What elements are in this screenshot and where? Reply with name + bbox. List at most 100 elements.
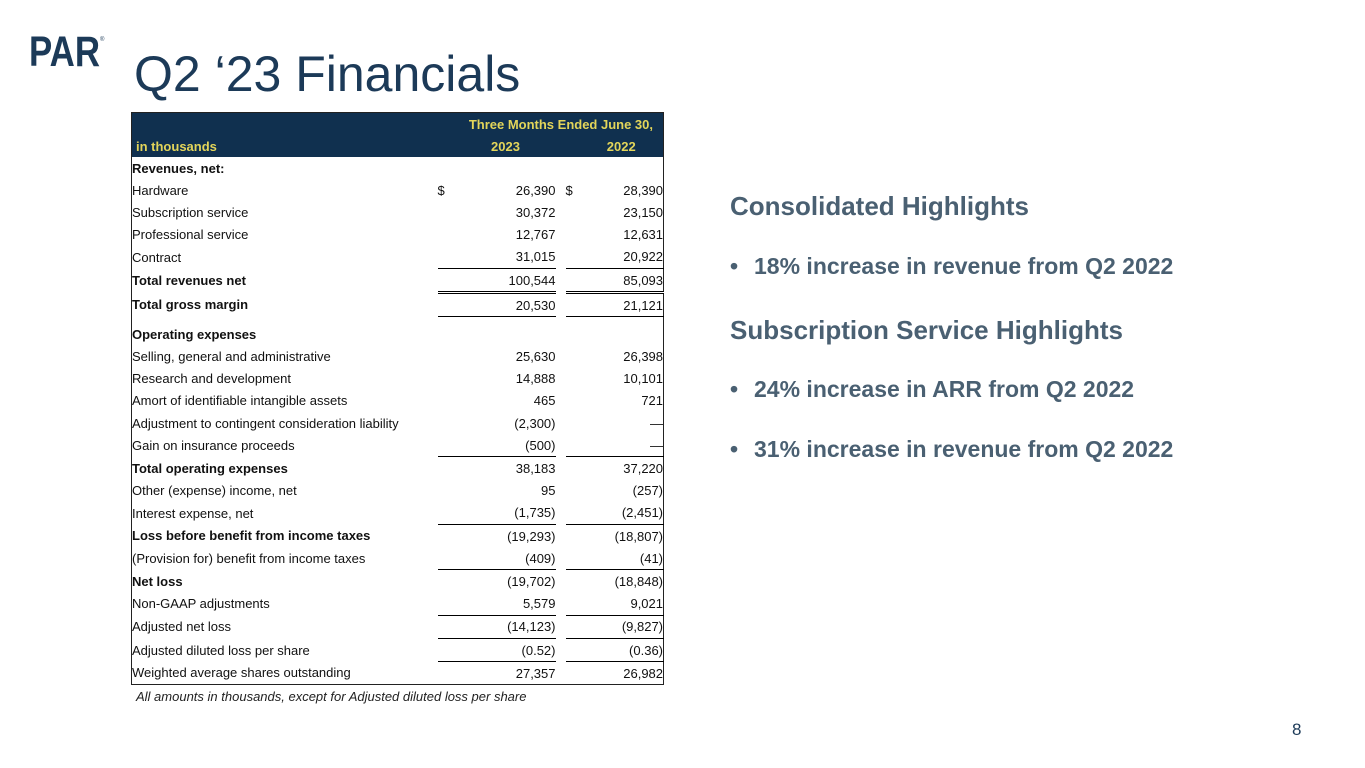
row-label: Interest expense, net [132, 505, 254, 521]
row-label: Adjustment to contingent consideration l… [132, 415, 399, 431]
value-2022: 85,093 [579, 268, 664, 295]
table-row: Amort of identifiable intangible assets … [132, 390, 664, 412]
table-row: Loss before benefit from income taxes (1… [132, 525, 664, 548]
value-2023: (409) [455, 547, 556, 571]
value-2023: 25,630 [515, 349, 556, 365]
table-row: Selling, general and administrative 25,6… [132, 346, 664, 368]
value-2022: 20,922 [579, 245, 664, 269]
table-row: Interest expense, net (1,735) (2,451) [132, 501, 664, 525]
logo-text: PAR [29, 32, 100, 68]
value-2022: 721 [641, 393, 664, 409]
table-row: Weighted average shares outstanding 27,3… [132, 662, 664, 685]
consolidated-highlights-heading: Consolidated Highlights [730, 191, 1029, 221]
row-label: Weighted average shares outstanding [132, 665, 351, 681]
value-2023: 5,579 [455, 592, 556, 616]
table-row: Gain on insurance proceeds (500) — [132, 434, 664, 458]
row-label: Contract [132, 249, 182, 265]
value-2023: 95 [541, 483, 556, 499]
highlights-panel: Consolidated Highlights • 18% increase i… [730, 188, 1330, 464]
value-2023: 14,888 [515, 371, 556, 387]
value-2023: 12,767 [515, 227, 556, 243]
row-label: (Provision for) benefit from income taxe… [132, 551, 366, 567]
value-2023: (2,300) [514, 415, 556, 431]
bullet-text: 18% increase in revenue from Q2 2022 [754, 253, 1174, 279]
row-label: Other (expense) income, net [132, 483, 297, 499]
row-label: Selling, general and administrative [132, 349, 331, 365]
value-2022: 37,220 [623, 461, 664, 477]
table-footnote: All amounts in thousands, except for Adj… [136, 689, 527, 704]
registered-mark: ® [100, 36, 105, 43]
table-row: Adjusted net loss (14,123) (9,827) [132, 615, 664, 639]
table-row: (Provision for) benefit from income taxe… [132, 547, 664, 571]
row-label: Total gross margin [132, 297, 249, 313]
value-2023: (500) [455, 434, 556, 458]
bullet-text: 24% increase in ARR from Q2 2022 [754, 376, 1135, 402]
row-label: Subscription service [132, 204, 249, 220]
page-number: 8 [1292, 720, 1302, 739]
value-2023: 465 [533, 393, 556, 409]
value-2022: (2,451) [579, 501, 664, 525]
row-label: Total operating expenses [132, 460, 288, 476]
bullet-text: 31% increase in revenue from Q2 2022 [754, 436, 1174, 462]
value-2022: (18,848) [614, 573, 664, 589]
year-2022-header: 2022 [579, 135, 664, 157]
value-2022: (18,807) [614, 528, 664, 544]
table-row: Operating expenses [132, 323, 664, 345]
value-2022: 10,101 [623, 371, 664, 387]
row-label: Professional service [132, 227, 249, 243]
bullet-icon: • [730, 436, 739, 462]
header-row-period: Three Months Ended June 30, [131, 112, 664, 135]
value-2023: (19,293) [507, 528, 556, 544]
par-logo: PAR ® [29, 32, 105, 68]
row-label: Adjusted diluted loss per share [132, 642, 310, 658]
bullet-icon: • [730, 376, 739, 402]
value-2022: (41) [579, 547, 664, 571]
table-row: Non-GAAP adjustments 5,579 9,021 [132, 592, 664, 616]
bullet-icon: • [730, 253, 739, 279]
table-row: Other (expense) income, net 95 (257) [132, 480, 664, 502]
row-label: Net loss [132, 573, 183, 589]
financials-table: Three Months Ended June 30, in thousands… [131, 112, 665, 686]
row-label: Revenues, net: [132, 160, 225, 176]
bullet-item: • 24% increase in ARR from Q2 2022 [730, 374, 1330, 404]
value-2023: (0.52) [455, 638, 556, 663]
value-2022: — [650, 415, 664, 431]
bullet-item: • 18% increase in revenue from Q2 2022 [730, 251, 1330, 281]
value-2022: 12,631 [623, 227, 664, 243]
row-label: Research and development [132, 371, 291, 387]
table-row: Revenues, net: [132, 157, 664, 179]
table-row: Subscription service 30,372 23,150 [132, 201, 664, 223]
table-row: Net loss (19,702) (18,848) [132, 570, 664, 593]
value-2022: 28,390 [623, 182, 664, 198]
value-2022: 26,398 [623, 349, 664, 365]
row-label: Adjusted net loss [132, 619, 232, 635]
value-2023: 31,015 [455, 245, 556, 269]
table-row: Total revenues net 100,544 85,093 [132, 268, 664, 295]
table-row: Professional service 12,767 12,631 [132, 224, 664, 246]
year-2023-header: 2023 [455, 135, 556, 157]
dollar-sign: $ [437, 182, 445, 198]
table-row: Adjustment to contingent consideration l… [132, 412, 664, 434]
header-row-years: in thousands 2023 2022 [131, 135, 664, 157]
value-2023: 20,530 [455, 292, 556, 318]
value-2022: (257) [632, 483, 664, 499]
table-row: Total gross margin 20,530 21,121 [132, 292, 664, 318]
value-2023: 30,372 [515, 204, 556, 220]
row-label: Loss before benefit from income taxes [132, 528, 371, 544]
row-label: Hardware [132, 182, 189, 198]
value-2023: (1,735) [455, 501, 556, 525]
value-2022: 21,121 [579, 292, 664, 318]
value-2022: 26,982 [623, 665, 664, 681]
table-row: Hardware $ 26,390 $ 28,390 [132, 179, 664, 201]
row-label: Amort of identifiable intangible assets [132, 393, 348, 409]
value-2022: 9,021 [579, 592, 664, 616]
value-2022: 23,150 [623, 204, 664, 220]
period-header: Three Months Ended June 30, [437, 112, 664, 135]
row-label: Operating expenses [132, 326, 257, 342]
table-row: Total operating expenses 38,183 37,220 [132, 457, 664, 480]
unit-label: in thousands [131, 135, 438, 157]
value-2022: — [579, 434, 664, 458]
value-2022: (0.36) [579, 638, 664, 663]
row-label: Gain on insurance proceeds [132, 438, 295, 454]
table-row: Adjusted diluted loss per share (0.52) (… [132, 638, 664, 663]
